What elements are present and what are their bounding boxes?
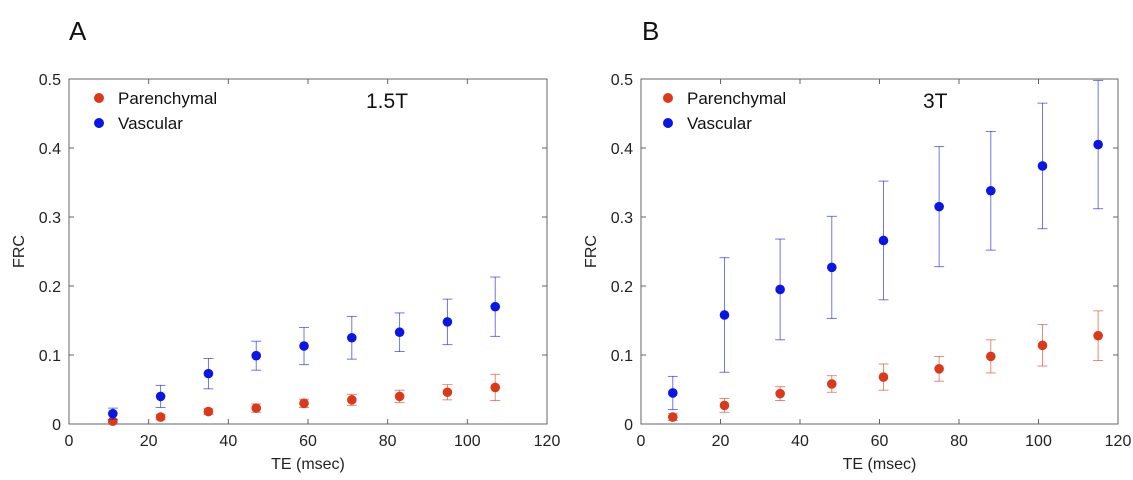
panel-a-parenchymal-point	[442, 387, 453, 398]
panel-b-parenchymal-point	[1037, 340, 1048, 351]
panel-a-vascular-point	[203, 368, 214, 379]
panel-letter-a: A	[69, 16, 87, 46]
panel-letter-b: B	[642, 16, 660, 46]
panel-b-legend-marker-parenchymal	[663, 93, 673, 103]
panel-b-x-tick-label: 60	[871, 433, 889, 450]
panel-a-vascular-point	[108, 408, 118, 419]
panel-a-vascular-point	[442, 317, 453, 327]
panel-a-y-tick-label: 0.5	[39, 72, 61, 89]
panel-a-parenchymal-point	[299, 398, 309, 409]
panel-b-vascular-point	[668, 388, 678, 398]
panel-a-y-tick-label: 0.1	[39, 348, 61, 365]
panel-a-x-axis-label: TE (msec)	[271, 456, 345, 473]
panel-a-legend-marker-vascular	[94, 118, 104, 128]
panel-a-x-tick-label: 40	[219, 433, 237, 450]
panel-a-x-tick-label: 60	[299, 433, 317, 450]
panel-a-legend-label-vascular: Vascular	[118, 114, 183, 133]
panel-b-legend-label-parenchymal: Parenchymal	[687, 89, 786, 108]
panel-a-y-tick-label: 0	[52, 417, 61, 434]
panel-b-x-tick-label: 80	[950, 433, 968, 450]
panel-b-vascular-point	[719, 310, 730, 320]
panel-a-parenchymal-point	[251, 403, 262, 413]
panel-a-x-tick-label: 100	[454, 433, 481, 450]
panel-a-parenchymal-point	[203, 406, 214, 417]
panel-b-x-tick-label: 40	[791, 433, 809, 450]
panel-b-vascular-point	[827, 262, 837, 273]
panel-b-x-tick-label: 100	[1025, 433, 1052, 450]
panel-b-y-tick-label: 0.1	[611, 348, 633, 365]
panel-a-parenchymal-point	[394, 391, 405, 402]
panel-a-vascular-point	[394, 327, 405, 338]
panel-a-legend-label-parenchymal: Parenchymal	[118, 89, 217, 108]
panel-b-x-tick-label: 0	[637, 433, 646, 450]
panel-b-parenchymal-point	[986, 351, 996, 362]
panel-b-parenchymal-point	[1093, 330, 1103, 341]
panel-b-vascular-point	[986, 185, 996, 196]
panel-b-x-tick-label: 20	[712, 433, 730, 450]
panel-b-parenchymal-point	[775, 388, 785, 399]
panel-b-x-axis-label: TE (msec)	[843, 456, 917, 473]
panel-b-y-tick-label: 0.5	[611, 72, 633, 89]
panel-b-parenchymal-point	[827, 379, 837, 389]
panel-a-vascular-point	[347, 332, 357, 343]
panel-a-y-tick-label: 0.3	[39, 210, 61, 227]
panel-a-y-tick-label: 0.2	[39, 279, 61, 296]
panel-b-legend-label-vascular: Vascular	[687, 114, 752, 133]
panel-a-parenchymal-point	[490, 382, 501, 393]
panel-a-y-tick-label: 0.4	[39, 141, 61, 158]
panel-a-x-tick-label: 120	[534, 433, 561, 450]
panel-a-vascular-point	[490, 301, 501, 312]
panel-a-x-tick-label: 0	[65, 433, 74, 450]
panel-b-y-tick-label: 0.3	[611, 210, 633, 227]
panel-b-x-tick-label: 120	[1105, 433, 1132, 450]
panel-a-vascular-point	[251, 350, 262, 361]
panel-b-vascular-point	[775, 284, 785, 295]
panel-a-x-tick-label: 80	[379, 433, 397, 450]
panel-b-parenchymal-point	[668, 412, 678, 422]
panel-b-parenchymal-point	[934, 364, 944, 374]
panel-b-legend-marker-vascular	[663, 118, 673, 128]
panel-a-legend-marker-parenchymal	[94, 93, 104, 103]
panel-b-parenchymal-point	[719, 400, 730, 411]
panel-b-vascular-point	[934, 201, 944, 212]
panel-a-field-strength-annotation: 1.5T	[366, 90, 408, 113]
panel-b-y-tick-label: 0	[624, 417, 633, 434]
panel-b-y-axis-label: FRC	[583, 235, 600, 268]
panel-a-vascular-point	[155, 391, 166, 402]
panel-b-y-tick-label: 0.4	[611, 141, 633, 158]
panel-a-parenchymal-point	[155, 412, 166, 422]
panel-b-vascular-point	[1093, 139, 1103, 150]
panel-a-parenchymal-point	[347, 395, 357, 405]
panel-a-vascular-point	[299, 341, 309, 351]
panel-b-y-tick-label: 0.2	[611, 279, 633, 296]
panel-a-x-tick-label: 20	[140, 433, 158, 450]
panel-b-vascular-point	[1037, 161, 1048, 171]
panel-b-field-strength-annotation: 3T	[923, 90, 948, 113]
panel-a-y-axis-label: FRC	[11, 235, 28, 268]
panel-b-vascular-point	[878, 235, 889, 246]
panel-b-parenchymal-point	[878, 372, 889, 382]
